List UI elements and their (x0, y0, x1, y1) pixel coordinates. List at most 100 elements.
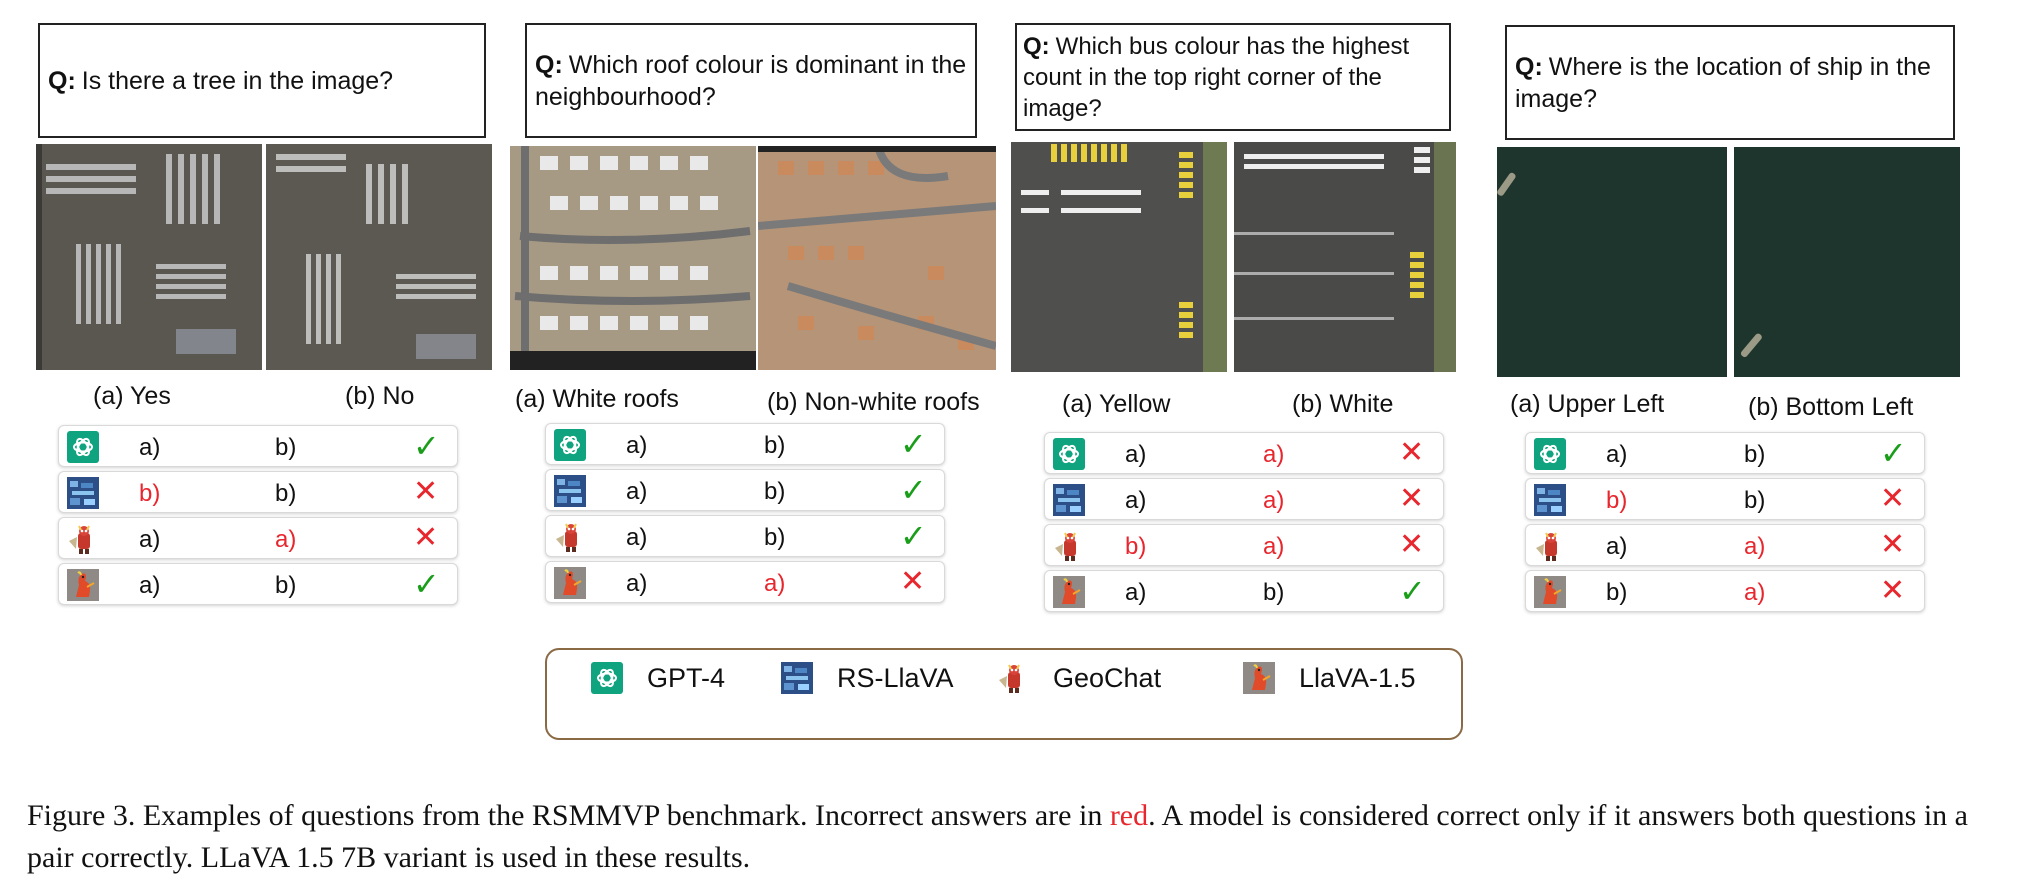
answer-row-gpt4: a) b) ✓ (545, 423, 945, 465)
rsllava-icon (781, 662, 825, 694)
cross-icon: ✕ (413, 475, 439, 508)
geochat-icon (1053, 530, 1085, 562)
llava-icon (1534, 576, 1566, 608)
llava-icon (1243, 662, 1287, 694)
answer-image-b: b) (764, 524, 786, 551)
cross-icon: ✕ (1880, 482, 1906, 515)
answer-image-a: a) (1125, 579, 1147, 606)
legend-geochat-label: GeoChat (1053, 662, 1162, 693)
answer-image-b: b) (1263, 579, 1285, 606)
answer-image-a: a) (626, 478, 648, 505)
image-b-bus (1234, 142, 1456, 372)
answer-image-a: a) (1125, 487, 1147, 514)
cross-icon: ✕ (1880, 574, 1906, 607)
answer-image-a: a) (626, 524, 648, 551)
answer-image-a: a) (139, 434, 161, 461)
caption-part1: Figure 3. Examples of questions from the… (27, 799, 1110, 832)
geochat-icon (67, 523, 99, 555)
answer-image-b: b) (275, 434, 297, 461)
option-b-label: (b) Non-white roofs (767, 388, 980, 416)
answer-image-a: b) (1606, 579, 1628, 606)
answer-row-rsllava: a) b) ✓ (545, 469, 945, 511)
legend-gpt4-label: GPT-4 (647, 662, 726, 693)
answer-image-b: b) (1744, 441, 1766, 468)
image-a-ship (1497, 147, 1727, 377)
answer-image-b: b) (275, 480, 297, 507)
question-box: Q: Which bus colour has the highest count… (1015, 23, 1451, 131)
option-b-label: (b) No (345, 382, 415, 410)
option-a-label: (a) Upper Left (1510, 390, 1665, 418)
question-box: Q: Where is the location of ship in the i… (1505, 25, 1955, 140)
answer-image-b: a) (1263, 533, 1285, 560)
legend-rsllava-label: RS-LlaVA (837, 662, 954, 693)
gpt4-icon (1534, 438, 1566, 470)
question-prefix: Q: (1023, 32, 1050, 60)
cross-icon: ✕ (1880, 528, 1906, 561)
gpt4-icon (1053, 438, 1085, 470)
question-prefix: Q: (1515, 52, 1543, 81)
option-a-label: (a) White roofs (515, 385, 679, 413)
image-b-tree (266, 144, 492, 370)
answer-row-llava: b) a) ✕ (1525, 570, 1925, 612)
geochat-icon (554, 521, 586, 553)
cross-icon: ✕ (1399, 482, 1425, 515)
check-icon: ✓ (413, 566, 440, 602)
answer-image-a: a) (139, 526, 161, 553)
legend-llava: LlaVA-1.5 (1243, 662, 1416, 694)
answer-row-gpt4: a) a) ✕ (1044, 432, 1444, 474)
question-prefix: Q: (535, 50, 563, 79)
answer-row-rsllava: b) b) ✕ (1525, 478, 1925, 520)
caption-part2: . A model is considered correct only if … (27, 799, 1968, 874)
option-a-label: (a) Yes (93, 382, 171, 410)
question-box: Q: Which roof colour is dominant in the n… (525, 23, 977, 138)
answer-image-b: b) (764, 478, 786, 505)
answer-image-a: a) (626, 570, 648, 597)
answer-image-a: a) (626, 432, 648, 459)
answer-image-b: a) (764, 570, 786, 597)
question-text: Is there a tree in the image? (81, 66, 394, 95)
llava-icon (1053, 576, 1085, 608)
answer-row-llava: a) a) ✕ (545, 561, 945, 603)
geochat-icon (1534, 530, 1566, 562)
image-b-ship (1734, 147, 1960, 377)
geochat-icon (997, 662, 1041, 694)
answer-image-b: a) (1744, 533, 1766, 560)
answer-row-llava: a) b) ✓ (58, 563, 458, 605)
answer-image-a: a) (1606, 441, 1628, 468)
figure-caption: Figure 3. Examples of questions from the… (27, 795, 2007, 879)
legend-geochat: GeoChat (997, 662, 1161, 694)
legend-gpt4: GPT-4 (591, 662, 725, 694)
answer-image-b: b) (1744, 487, 1766, 514)
llava-icon (67, 569, 99, 601)
legend-llava-label: LlaVA-1.5 (1299, 662, 1416, 693)
answer-row-rsllava: b) b) ✕ (58, 471, 458, 513)
answer-image-b: b) (275, 572, 297, 599)
answer-image-a: a) (1125, 441, 1147, 468)
rsllava-icon (554, 475, 586, 507)
gpt4-icon (67, 431, 99, 463)
gpt4-icon (591, 662, 635, 694)
gpt4-icon (554, 429, 586, 461)
cross-icon: ✕ (413, 521, 439, 554)
answer-row-geochat: b) a) ✕ (1044, 524, 1444, 566)
image-b-roof (758, 146, 996, 370)
rsllava-icon (1053, 484, 1085, 516)
answer-row-rsllava: a) a) ✕ (1044, 478, 1444, 520)
question-prefix: Q: (48, 66, 76, 95)
answer-row-gpt4: a) b) ✓ (58, 425, 458, 467)
image-a-bus (1011, 142, 1227, 372)
check-icon: ✓ (900, 426, 927, 462)
answer-image-a: b) (1606, 487, 1628, 514)
rsllava-icon (1534, 484, 1566, 516)
answer-image-b: a) (1744, 579, 1766, 606)
rsllava-icon (67, 477, 99, 509)
answer-row-geochat: a) b) ✓ (545, 515, 945, 557)
llava-icon (554, 567, 586, 599)
answer-row-llava: a) b) ✓ (1044, 570, 1444, 612)
check-icon: ✓ (413, 428, 440, 464)
image-a-tree (36, 144, 262, 370)
image-a-roof (510, 146, 756, 370)
caption-red-word: red (1109, 799, 1149, 832)
answer-image-b: a) (275, 526, 297, 553)
option-b-label: (b) Bottom Left (1748, 393, 1914, 421)
